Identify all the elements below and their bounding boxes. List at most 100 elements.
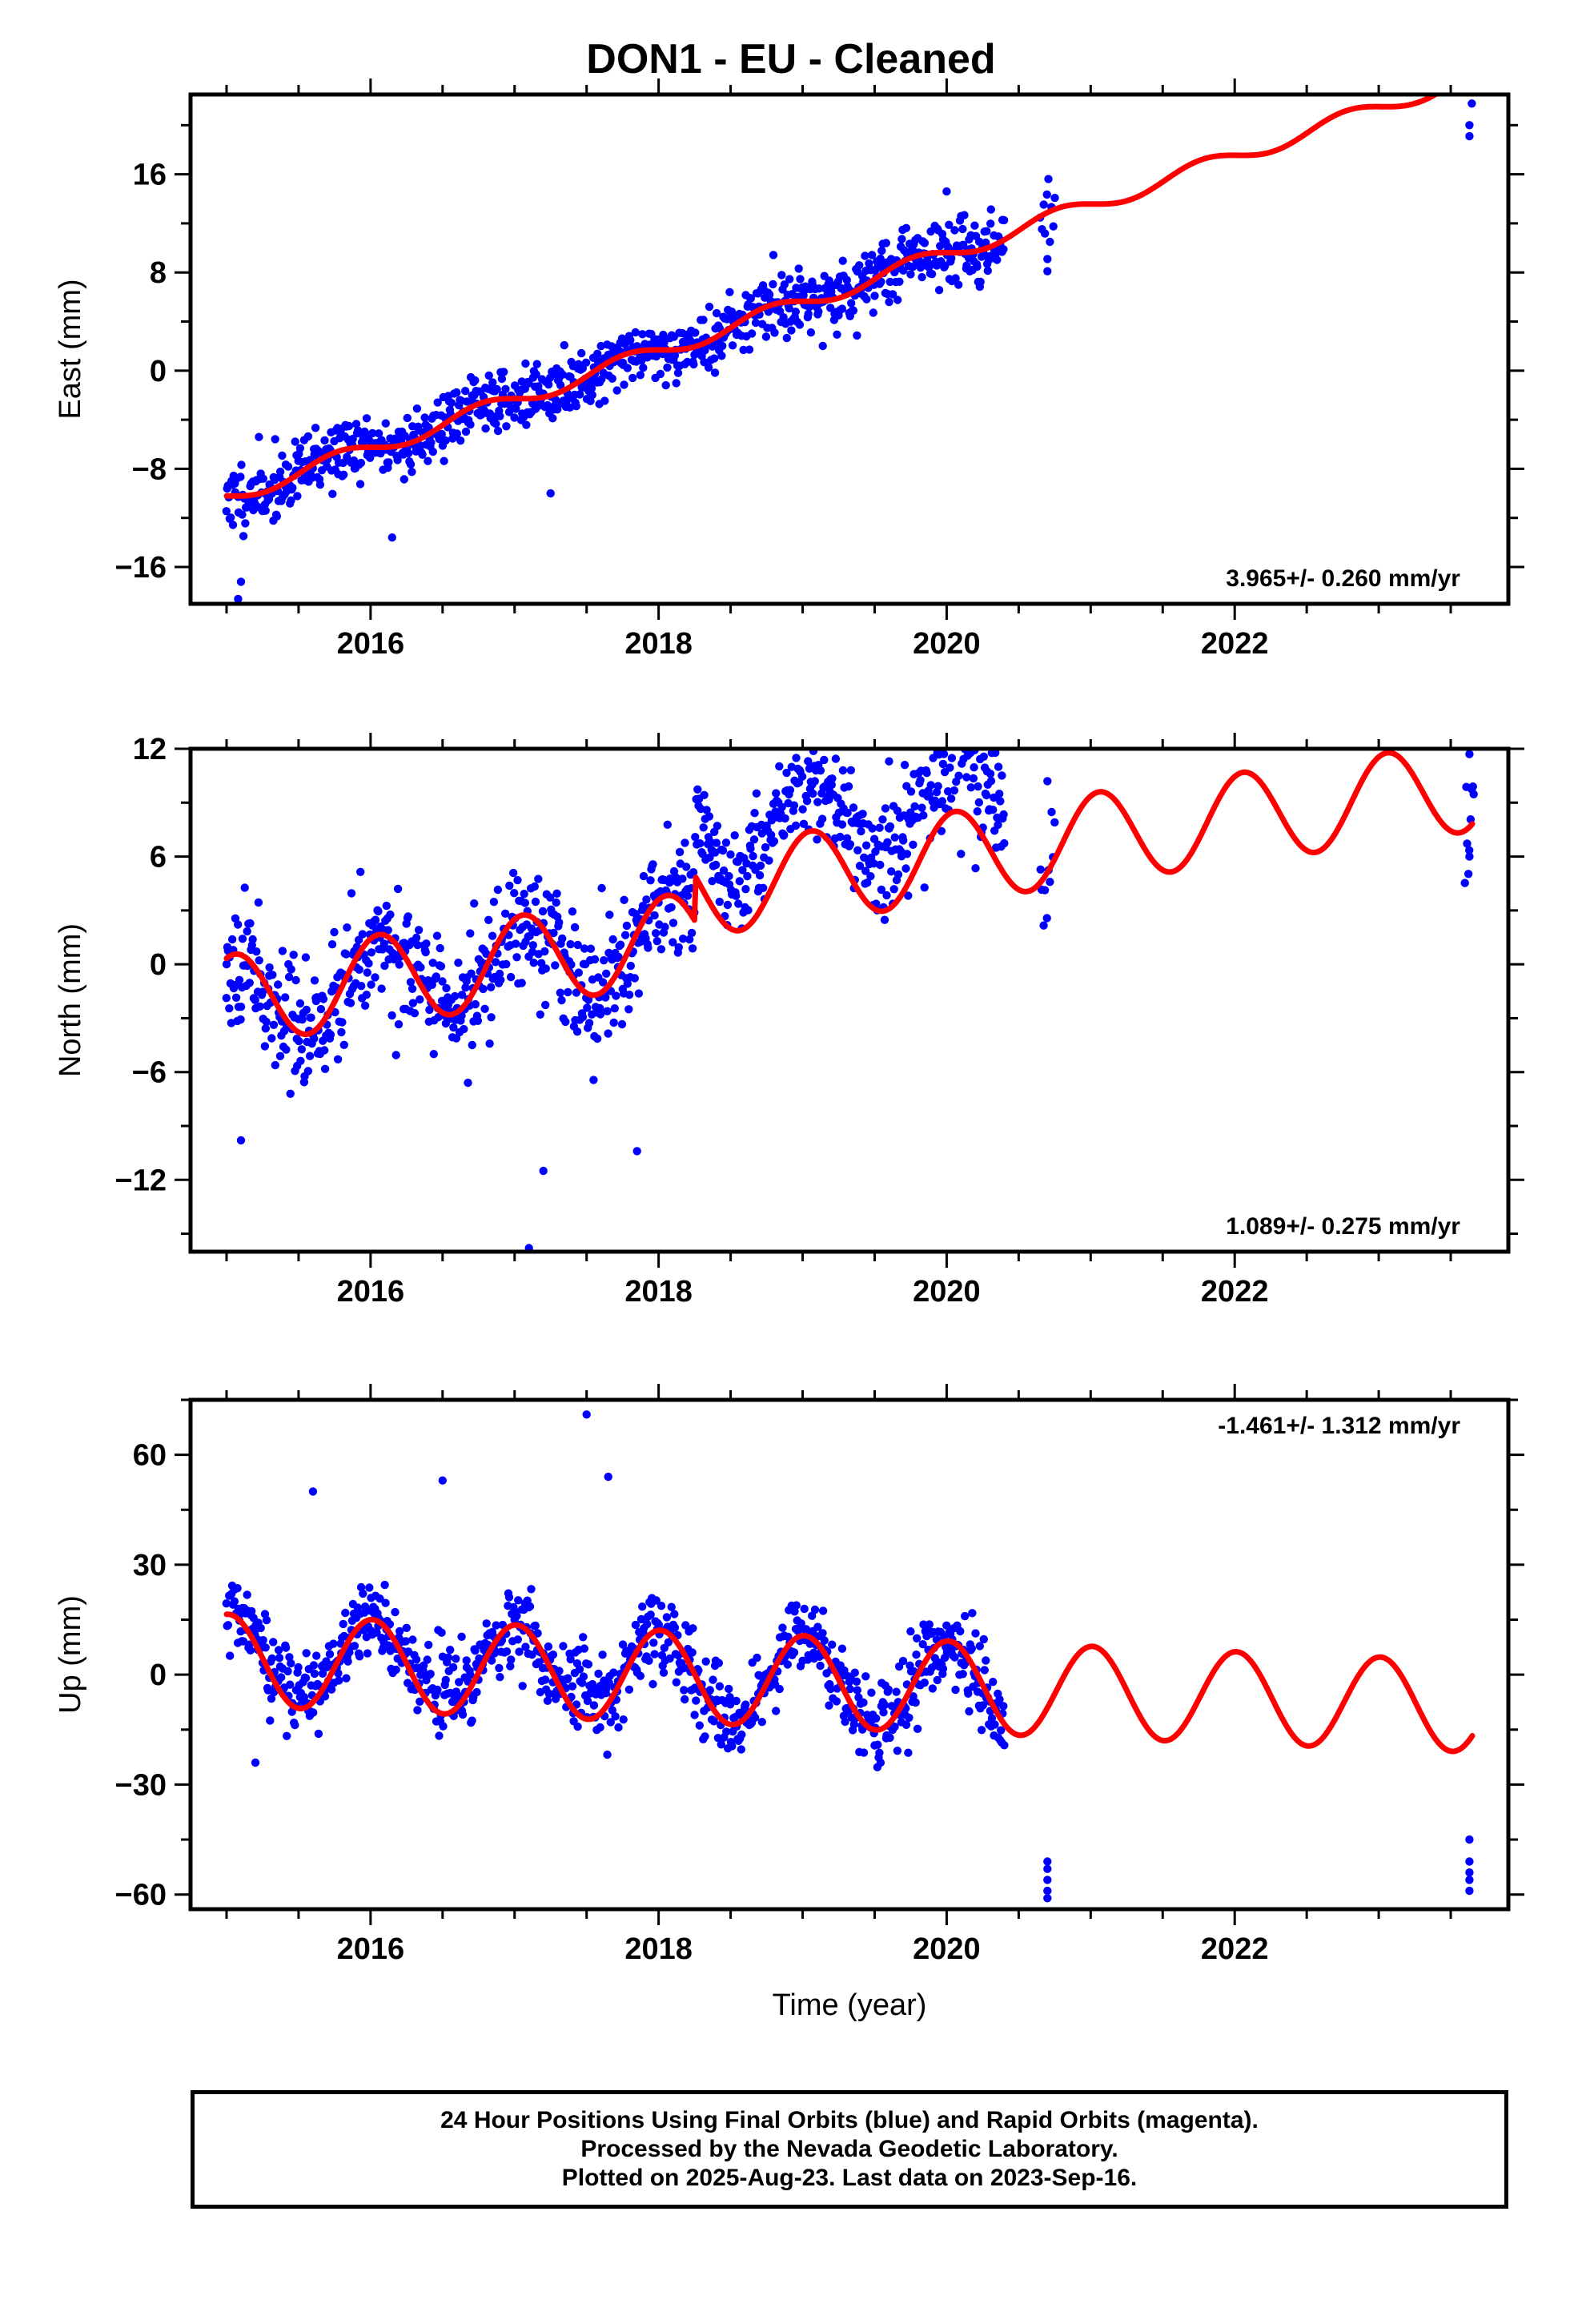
data-point bbox=[910, 802, 919, 811]
data-point bbox=[849, 306, 858, 315]
data-point bbox=[255, 1002, 264, 1011]
data-point bbox=[899, 266, 908, 275]
data-point bbox=[893, 806, 902, 815]
data-point bbox=[586, 944, 596, 953]
data-point bbox=[1039, 200, 1048, 209]
data-point bbox=[566, 1655, 575, 1664]
data-point bbox=[460, 1024, 468, 1034]
data-point bbox=[406, 978, 416, 987]
data-point bbox=[622, 921, 632, 931]
data-point bbox=[510, 889, 519, 898]
data-point bbox=[828, 774, 837, 783]
data-point bbox=[947, 254, 956, 263]
data-point bbox=[919, 811, 928, 820]
data-point bbox=[362, 414, 371, 423]
data-point bbox=[911, 1698, 920, 1707]
data-point bbox=[248, 935, 257, 944]
data-point bbox=[623, 979, 632, 988]
data-point bbox=[808, 1611, 817, 1620]
data-point bbox=[327, 940, 337, 949]
data-point bbox=[792, 1601, 801, 1610]
data-point bbox=[630, 974, 639, 983]
data-point bbox=[572, 402, 580, 411]
data-point bbox=[701, 1732, 709, 1741]
data-point bbox=[432, 972, 440, 981]
data-point bbox=[809, 789, 817, 798]
data-point bbox=[303, 1067, 313, 1076]
data-point bbox=[424, 456, 432, 465]
data-point bbox=[573, 940, 582, 950]
model-curve bbox=[223, 750, 1476, 1038]
data-point bbox=[626, 336, 635, 344]
data-point bbox=[680, 1686, 689, 1695]
data-point bbox=[791, 308, 800, 316]
data-point bbox=[379, 939, 388, 948]
data-point bbox=[933, 1675, 942, 1685]
data-point bbox=[638, 330, 647, 339]
data-point bbox=[492, 1621, 500, 1630]
data-point bbox=[403, 413, 412, 423]
observation-points bbox=[222, 749, 1478, 1252]
data-point bbox=[975, 1642, 985, 1651]
data-point bbox=[785, 275, 794, 283]
data-point bbox=[946, 763, 954, 772]
data-point bbox=[831, 754, 841, 763]
data-point bbox=[741, 885, 750, 894]
data-point bbox=[265, 963, 274, 972]
data-point bbox=[350, 1642, 359, 1651]
data-point bbox=[730, 831, 739, 840]
data-point bbox=[777, 802, 786, 811]
y-tick-label: −16 bbox=[115, 551, 167, 585]
data-point bbox=[612, 386, 621, 395]
data-point bbox=[318, 1669, 327, 1678]
data-point bbox=[974, 798, 984, 807]
data-point bbox=[826, 304, 835, 312]
data-point bbox=[507, 1655, 516, 1664]
data-point bbox=[514, 1596, 523, 1605]
observation-points bbox=[222, 1410, 1474, 1903]
data-point bbox=[721, 838, 731, 847]
data-point bbox=[644, 943, 652, 952]
data-point bbox=[943, 787, 953, 796]
data-point bbox=[351, 420, 361, 428]
data-point bbox=[837, 1644, 847, 1653]
data-point bbox=[485, 1039, 494, 1048]
data-point bbox=[699, 316, 708, 324]
data-point bbox=[1465, 852, 1474, 861]
data-point bbox=[725, 1693, 734, 1702]
data-point bbox=[238, 510, 247, 519]
data-point bbox=[531, 897, 540, 907]
data-point bbox=[785, 786, 795, 794]
data-point bbox=[600, 956, 608, 965]
data-point bbox=[796, 275, 805, 283]
data-point bbox=[497, 374, 507, 384]
data-point bbox=[866, 872, 875, 881]
data-point bbox=[333, 1055, 343, 1064]
data-point bbox=[466, 929, 475, 938]
data-point bbox=[749, 851, 757, 861]
data-point bbox=[638, 1602, 647, 1611]
data-point bbox=[632, 1147, 641, 1156]
data-point bbox=[714, 1659, 724, 1667]
data-point bbox=[628, 373, 637, 383]
data-point bbox=[882, 891, 891, 900]
data-point bbox=[691, 833, 700, 842]
data-point bbox=[598, 1651, 607, 1659]
data-point bbox=[575, 1665, 584, 1674]
data-point bbox=[283, 1731, 291, 1740]
data-point bbox=[408, 468, 416, 476]
data-point bbox=[620, 380, 628, 389]
data-point bbox=[846, 766, 856, 774]
data-point bbox=[672, 379, 681, 388]
data-point bbox=[1043, 1876, 1052, 1884]
data-point bbox=[363, 968, 371, 977]
x-tick-label: 2020 bbox=[913, 627, 981, 661]
data-point bbox=[670, 1623, 680, 1632]
data-point bbox=[726, 850, 735, 859]
data-point bbox=[1043, 777, 1052, 786]
data-point bbox=[455, 1678, 464, 1687]
data-point bbox=[543, 400, 552, 410]
data-point bbox=[876, 860, 885, 870]
data-point bbox=[565, 403, 575, 412]
data-point bbox=[358, 930, 367, 939]
